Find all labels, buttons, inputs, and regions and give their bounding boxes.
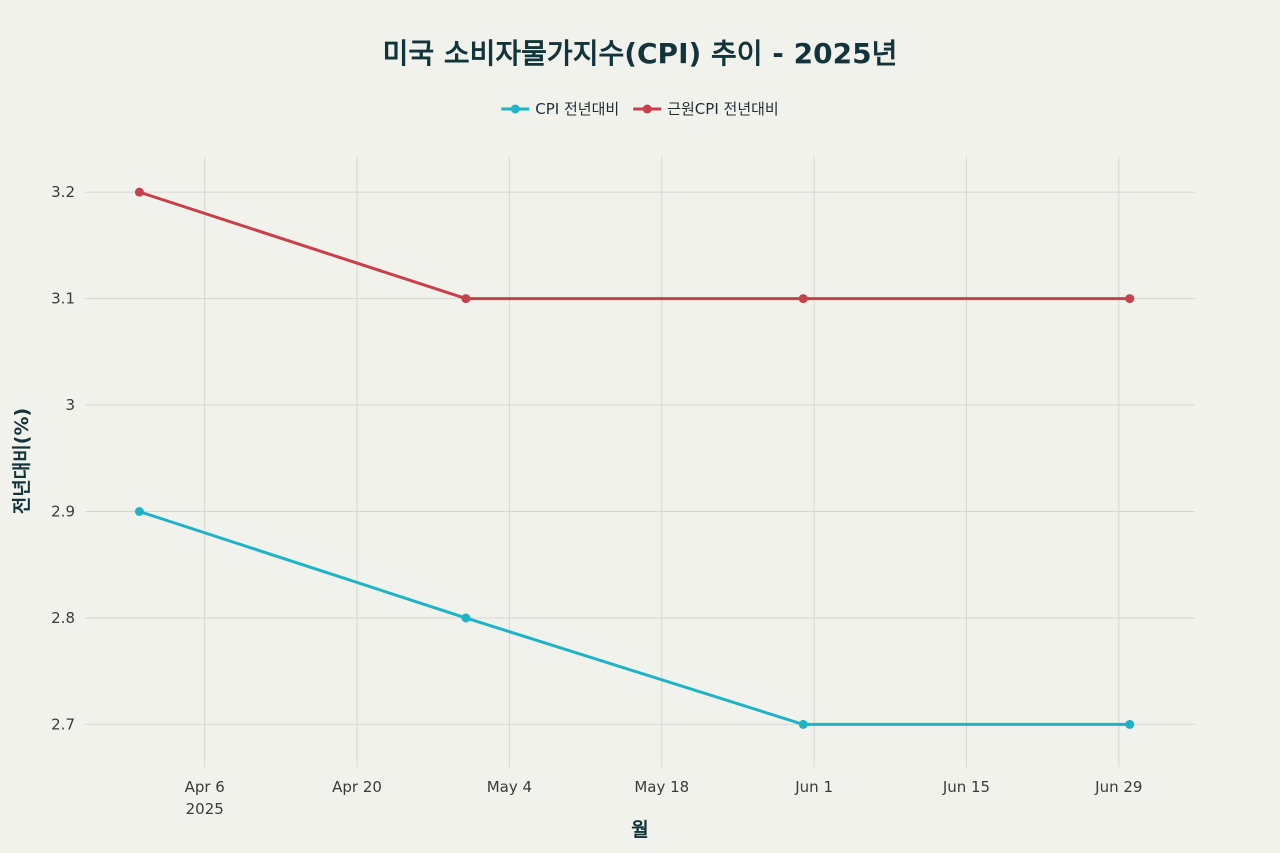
data-point[interactable] — [134, 187, 144, 197]
legend-marker — [510, 104, 520, 114]
data-point[interactable] — [798, 294, 808, 304]
legend-item[interactable]: CPI 전년대비 — [501, 100, 619, 118]
y-tick-label: 3 — [65, 396, 75, 414]
legend-label: 근원CPI 전년대비 — [667, 100, 779, 118]
y-tick-label: 3.2 — [51, 183, 75, 201]
y-tick-label: 2.7 — [51, 715, 75, 733]
y-tick-label: 3.1 — [51, 290, 75, 308]
data-point[interactable] — [461, 294, 471, 304]
data-point[interactable] — [1125, 294, 1135, 304]
series-line-1 — [137, 190, 1132, 301]
x-tick-label: May 18 — [634, 778, 689, 796]
series-line-0 — [137, 510, 1132, 726]
series-layer — [134, 187, 1135, 729]
legend-item[interactable]: 근원CPI 전년대비 — [633, 100, 779, 118]
x-axis-title: 월 — [631, 819, 648, 841]
x-axis-ticks: Apr 6 2025 Apr 20 May 4 May 18 Jun 1 Jun 15 Jun… — [185, 778, 1143, 818]
y-axis-title: 전년대비(%) — [11, 408, 33, 514]
grid — [85, 157, 1195, 767]
data-point[interactable] — [134, 507, 144, 517]
x-tick-label: Jun 29 — [1094, 778, 1142, 796]
chart-title: 미국 소비자물가지수(CPI) 추이 - 2025년 — [383, 37, 898, 70]
x-tick-label: Apr 6 — [185, 778, 225, 796]
x-tick-label: Apr 20 — [332, 778, 382, 796]
y-tick-label: 2.9 — [51, 503, 75, 521]
x-tick-sublabel: 2025 — [186, 800, 224, 818]
data-point[interactable] — [798, 719, 808, 729]
legend-marker — [642, 104, 652, 114]
legend[interactable]: CPI 전년대비 근원CPI 전년대비 — [501, 100, 779, 118]
data-point[interactable] — [1125, 719, 1135, 729]
y-tick-label: 2.8 — [51, 609, 75, 627]
x-tick-label: Jun 1 — [794, 778, 833, 796]
x-tick-label: May 4 — [487, 778, 532, 796]
data-point[interactable] — [461, 613, 471, 623]
y-axis-ticks: 2.7 2.8 2.9 3 3.1 3.2 — [51, 183, 75, 733]
legend-label: CPI 전년대비 — [535, 100, 619, 118]
x-tick-label: Jun 15 — [942, 778, 990, 796]
